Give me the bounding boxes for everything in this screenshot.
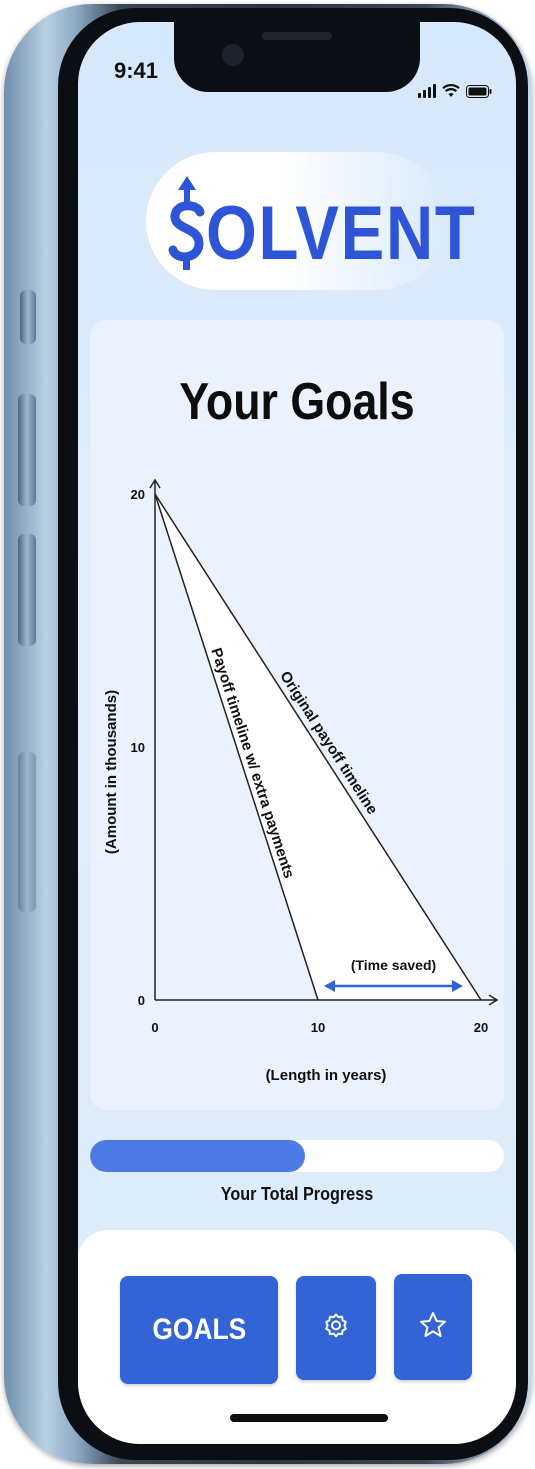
progress-fill — [90, 1140, 306, 1172]
screen: 9:41 OLVENT Your Goals — [78, 22, 516, 1444]
time-saved-label: (Time saved) — [351, 957, 436, 973]
x-axis-arrowhead — [488, 994, 499, 1006]
payoff-chart: Original payoff timeline Payoff timeline… — [103, 478, 499, 1084]
app-logo: OLVENT — [168, 172, 516, 272]
x-tick-label: 20 — [474, 1020, 488, 1035]
y-axis-arrowhead — [149, 478, 161, 489]
original-payoff-line — [154, 493, 482, 1001]
y-axis-title: (Amount in thousands) — [103, 690, 120, 854]
time-saved-arrowhead-right — [452, 980, 463, 992]
page-title: Your Goals — [179, 373, 415, 431]
logo-background — [146, 152, 446, 290]
x-tick-label: 10 — [311, 1020, 325, 1035]
y-tick-label: 10 — [131, 740, 145, 755]
favorites-button[interactable] — [394, 1274, 472, 1380]
progress-label: Your Total Progress — [220, 1184, 374, 1204]
star-icon — [418, 1310, 448, 1345]
status-icons — [418, 84, 492, 98]
extra-payments-payoff-line — [154, 493, 319, 1001]
gear-icon — [322, 1312, 350, 1345]
battery-icon — [466, 85, 492, 98]
front-camera — [222, 44, 244, 66]
x-tick-label: 0 — [151, 1020, 158, 1035]
silent-switch — [20, 290, 36, 344]
status-time: 9:41 — [114, 58, 159, 83]
sim-tray — [18, 752, 36, 912]
x-axis-title: (Length in years) — [266, 1067, 387, 1084]
notch — [174, 22, 420, 92]
speaker — [262, 32, 332, 40]
cellular-signal-icon — [418, 84, 436, 98]
wifi-icon — [442, 84, 460, 98]
y-tick-label: 20 — [131, 487, 145, 502]
settings-button[interactable] — [296, 1276, 376, 1380]
dollar-arrow-icon — [168, 172, 206, 272]
volume-up-button — [18, 394, 36, 506]
volume-down-button — [18, 534, 36, 646]
logo-text: OLVENT — [206, 191, 477, 276]
progress-bar — [90, 1140, 504, 1172]
time-saved-arrowhead-left — [324, 980, 335, 992]
y-tick-label: 0 — [138, 993, 145, 1008]
home-indicator — [230, 1414, 388, 1422]
goals-button[interactable]: GOALS — [120, 1276, 278, 1384]
goals-button-label: GOALS — [152, 1313, 246, 1346]
